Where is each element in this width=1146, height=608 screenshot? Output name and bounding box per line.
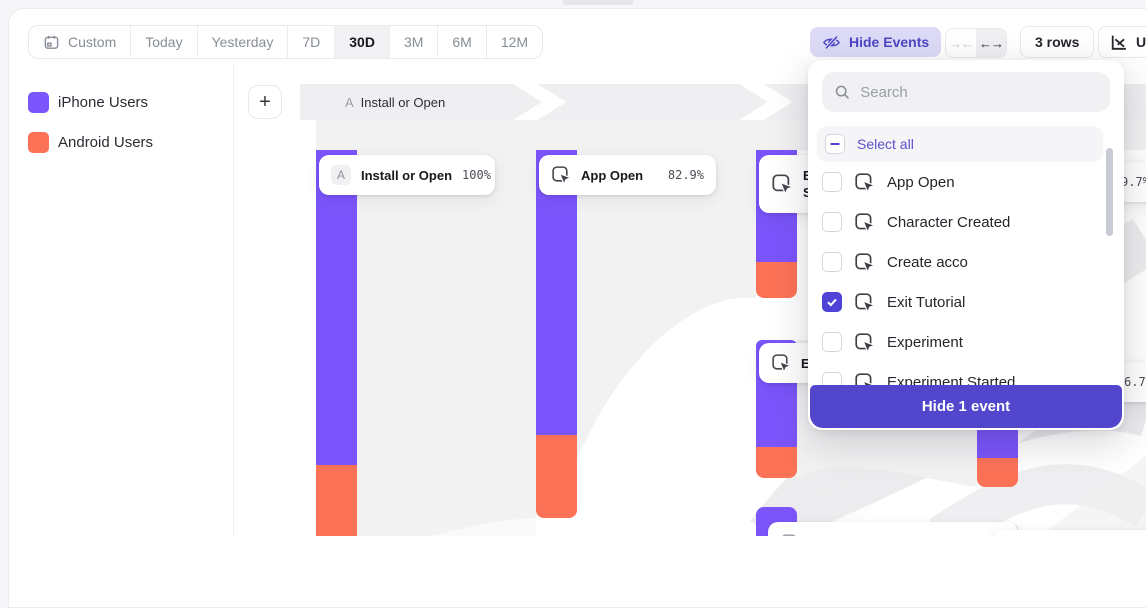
event-item-app-open[interactable]: App Open bbox=[808, 162, 1110, 202]
date-range-today[interactable]: Today bbox=[131, 26, 198, 58]
add-step-button[interactable]: + bbox=[248, 85, 282, 119]
legend-item-android[interactable]: Android Users bbox=[28, 132, 153, 153]
chevron-right-icon bbox=[513, 84, 566, 120]
step-card-name: App Open bbox=[581, 167, 644, 183]
step-card-percent: 6.7% bbox=[1124, 375, 1146, 389]
tap-event-icon bbox=[855, 252, 875, 273]
dropdown-scrollbar-thumb[interactable] bbox=[1106, 148, 1113, 236]
select-all-checkbox[interactable] bbox=[825, 134, 845, 154]
event-checkbox[interactable] bbox=[822, 172, 842, 192]
eye-off-icon bbox=[823, 35, 840, 49]
collapse-columns-button[interactable]: →← bbox=[949, 35, 974, 51]
event-checkbox[interactable] bbox=[822, 332, 842, 352]
tap-event-icon bbox=[552, 166, 571, 185]
step-card-name-line1: E bbox=[803, 168, 812, 183]
tap-event-icon bbox=[855, 212, 875, 233]
hide-event-action-label: Hide 1 event bbox=[921, 398, 1011, 415]
android-segment bbox=[316, 465, 357, 536]
event-item-experiment[interactable]: Experiment bbox=[808, 322, 1110, 362]
legend-label: iPhone Users bbox=[58, 94, 149, 111]
step-card-install-or-open[interactable]: A Install or Open 100% bbox=[319, 155, 495, 195]
event-label: App Open bbox=[887, 173, 955, 191]
event-checkbox[interactable] bbox=[822, 252, 842, 272]
event-item-exit-tutorial[interactable]: Exit Tutorial bbox=[808, 282, 1110, 322]
date-range-toolbar: Custom Today Yesterday 7D 30D 3M 6M 12M bbox=[28, 25, 544, 59]
date-range-3m[interactable]: 3M bbox=[390, 26, 439, 58]
expand-columns-button[interactable]: ←→ bbox=[976, 29, 1006, 57]
select-all-row[interactable]: Select all bbox=[817, 126, 1103, 162]
step-card-percent: 82.9% bbox=[667, 168, 704, 182]
date-range-label: Custom bbox=[68, 34, 117, 50]
step-card-percent: 9.7% bbox=[1121, 175, 1146, 189]
event-label: Create acco bbox=[887, 253, 968, 271]
android-segment bbox=[536, 435, 577, 518]
search-icon bbox=[835, 85, 849, 99]
event-checkbox[interactable] bbox=[822, 292, 842, 312]
tap-event-icon bbox=[772, 174, 793, 195]
date-range-12m[interactable]: 12M bbox=[500, 34, 529, 50]
line-chart-icon bbox=[1111, 35, 1126, 50]
step-card-name: Install or Open bbox=[361, 167, 453, 183]
date-range-7d[interactable]: 7D bbox=[288, 26, 336, 58]
funnel-bar-install-or-open bbox=[316, 150, 357, 536]
date-range-30d[interactable]: 30D bbox=[335, 26, 390, 58]
tap-event-icon bbox=[855, 332, 875, 353]
banner-step[interactable]: A Install or Open bbox=[345, 84, 445, 120]
hide-events-button[interactable]: Hide Events bbox=[810, 27, 942, 57]
select-all-label: Select all bbox=[857, 136, 914, 152]
legend-label: Android Users bbox=[58, 134, 154, 151]
step-card-row3-step2[interactable] bbox=[992, 530, 1146, 536]
funnel-bar-app-open bbox=[536, 150, 577, 518]
legend-item-iphone[interactable]: iPhone Users bbox=[28, 92, 148, 113]
rows-count-button[interactable]: 3 rows bbox=[1020, 26, 1095, 58]
iphone-segment bbox=[536, 150, 577, 435]
event-checkbox[interactable] bbox=[822, 212, 842, 232]
iphone-swatch bbox=[28, 92, 49, 113]
dropdown-clip: Select all App Open Character Created bbox=[808, 60, 1124, 430]
android-swatch bbox=[28, 132, 49, 153]
event-item-create-acco[interactable]: Create acco bbox=[808, 242, 1110, 282]
step-card-row3-step1[interactable] bbox=[768, 522, 1018, 536]
column-width-toggle: →← ←→ bbox=[945, 28, 1007, 58]
hide-events-label: Hide Events bbox=[849, 34, 930, 50]
event-label: Experiment bbox=[887, 333, 963, 351]
tap-event-icon bbox=[772, 354, 791, 373]
event-label: Character Created bbox=[887, 213, 1011, 231]
check-icon bbox=[827, 298, 837, 307]
search-box[interactable] bbox=[822, 72, 1110, 112]
step-card-app-open[interactable]: App Open 82.9% bbox=[539, 155, 716, 195]
events-dropdown: Select all App Open Character Created bbox=[808, 60, 1124, 430]
event-item-character-created[interactable]: Character Created bbox=[808, 202, 1110, 242]
plus-icon: + bbox=[259, 90, 271, 113]
tap-event-icon bbox=[782, 534, 796, 536]
date-range-yesterday[interactable]: Yesterday bbox=[198, 26, 289, 58]
top-edge-sliver bbox=[563, 0, 633, 5]
search-input[interactable] bbox=[860, 83, 1098, 101]
step-letter-badge: A bbox=[331, 165, 351, 185]
chevron-right-icon bbox=[739, 84, 792, 120]
chart-mode-button[interactable]: U bbox=[1098, 26, 1146, 58]
hide-event-action-button[interactable]: Hide 1 event bbox=[810, 385, 1122, 428]
date-range-custom[interactable]: Custom bbox=[29, 26, 132, 58]
step-letter: A bbox=[345, 94, 354, 110]
event-label: Exit Tutorial bbox=[887, 293, 966, 311]
date-range-6m[interactable]: 6M bbox=[438, 26, 487, 58]
minus-icon bbox=[830, 143, 840, 145]
step-card-name-line2: S bbox=[803, 185, 812, 200]
android-segment bbox=[756, 447, 797, 478]
step-card-percent: 100% bbox=[462, 168, 491, 182]
android-segment bbox=[977, 458, 1018, 487]
tap-event-icon bbox=[855, 172, 875, 193]
tap-event-icon bbox=[855, 292, 875, 313]
calendar-icon bbox=[44, 35, 59, 49]
iphone-segment bbox=[316, 150, 357, 465]
step-card-name: E bbox=[801, 355, 810, 371]
sidebar-divider bbox=[233, 64, 234, 536]
step-name: Install or Open bbox=[360, 94, 446, 110]
android-segment bbox=[756, 262, 797, 298]
